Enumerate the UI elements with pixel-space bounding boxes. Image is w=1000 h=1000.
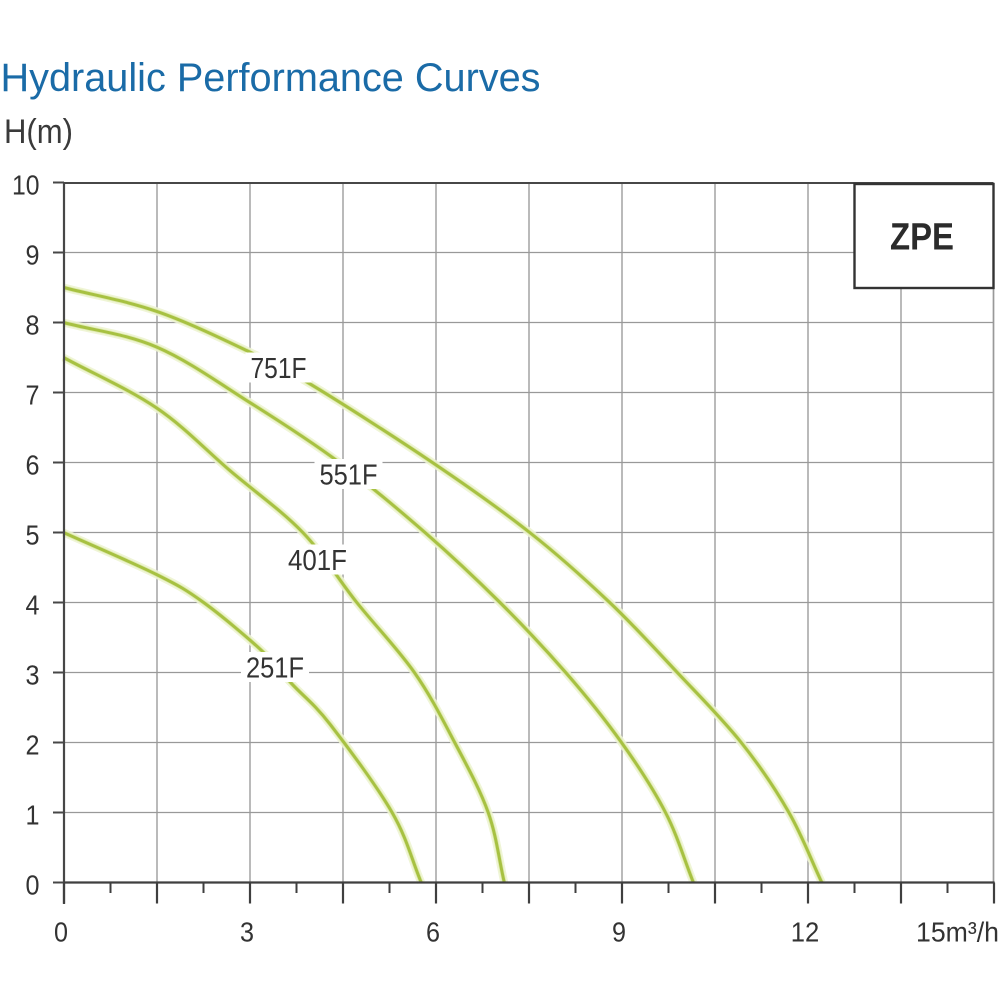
svg-text:401F: 401F	[288, 545, 347, 577]
svg-text:1: 1	[26, 800, 40, 831]
svg-text:751F: 751F	[251, 353, 307, 385]
svg-text:6: 6	[26, 450, 40, 481]
svg-text:9: 9	[612, 917, 626, 948]
svg-text:7: 7	[26, 380, 40, 411]
svg-text:ZPE: ZPE	[890, 217, 954, 259]
svg-text:10: 10	[12, 170, 40, 201]
svg-text:0: 0	[26, 870, 40, 901]
svg-text:9: 9	[26, 240, 40, 271]
svg-text:551F: 551F	[320, 460, 378, 492]
svg-text:3: 3	[26, 660, 40, 691]
svg-text:4: 4	[26, 590, 40, 621]
svg-text:0: 0	[54, 917, 68, 948]
svg-text:15m³/h: 15m³/h	[916, 917, 999, 948]
svg-text:2: 2	[26, 730, 40, 761]
svg-text:12: 12	[791, 917, 820, 948]
svg-text:251F: 251F	[246, 653, 304, 685]
svg-text:H(m): H(m)	[4, 113, 73, 151]
svg-text:6: 6	[426, 917, 440, 948]
svg-text:8: 8	[26, 310, 40, 341]
svg-text:3: 3	[240, 917, 254, 948]
svg-text:5: 5	[26, 520, 40, 551]
svg-text:Hydraulic Performance Curves: Hydraulic Performance Curves	[1, 56, 541, 100]
